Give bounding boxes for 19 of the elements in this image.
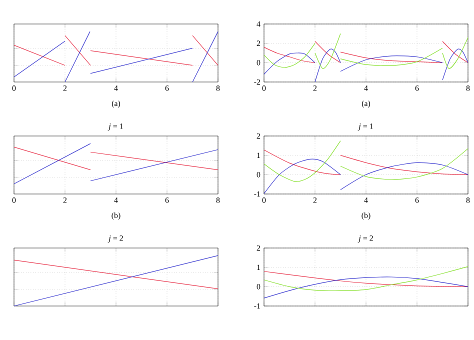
line-series [264, 140, 341, 182]
line-series [340, 155, 468, 175]
line-series [442, 37, 468, 69]
line-series [264, 276, 468, 298]
line-series [340, 162, 468, 190]
line-series [264, 52, 316, 75]
line-series [314, 33, 341, 69]
line-series [264, 271, 468, 287]
line-series [264, 43, 316, 68]
line-series [340, 148, 468, 180]
line-series [264, 150, 341, 175]
line-series [264, 158, 341, 194]
line-series [264, 266, 468, 292]
line-series [340, 52, 443, 63]
line-series [340, 55, 443, 72]
line-series [264, 46, 316, 63]
line-series [314, 48, 341, 82]
line-series [442, 48, 468, 80]
line-series [340, 48, 443, 66]
